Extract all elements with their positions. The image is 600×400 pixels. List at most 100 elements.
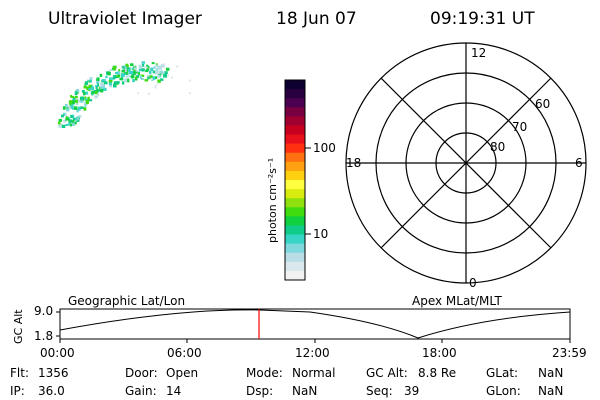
aurora-pixel <box>141 61 146 64</box>
aurora-pixel <box>146 64 149 67</box>
aurora-pixel <box>109 83 112 88</box>
glon-value: NaN <box>538 384 564 398</box>
aurora-pixel <box>86 79 90 83</box>
colorbar-band <box>285 89 305 99</box>
colorbar-band <box>285 234 305 245</box>
seq-label: Seq: <box>366 384 393 398</box>
mlt-label-18: 18 <box>346 156 362 170</box>
strip-left-title: Geographic Lat/Lon <box>68 294 186 308</box>
aurora-pixel <box>154 70 159 75</box>
aurora-pixel <box>72 120 75 123</box>
aurora-pixel <box>94 95 98 99</box>
aurora-pixel <box>189 92 192 95</box>
colorbar-band <box>285 270 305 281</box>
time-label: 09:19:31 UT <box>430 9 535 29</box>
seq-value: 39 <box>404 384 420 398</box>
aurora-pixel <box>150 67 154 72</box>
aurora-pixel <box>80 96 85 101</box>
colorbar-band <box>285 134 305 145</box>
aurora-pixel <box>75 99 79 103</box>
aurora-pixel <box>125 80 129 83</box>
colorbar-band <box>285 243 305 254</box>
aurora-pixel <box>73 97 76 100</box>
strip-x-ticks <box>59 339 571 343</box>
flt-label: Flt: <box>10 366 29 380</box>
aurora-pixel <box>83 91 86 96</box>
aurora-pixel <box>62 106 66 110</box>
aurora-pixel <box>77 100 81 103</box>
aurora-pixel <box>102 87 107 91</box>
aurora-pixel <box>96 77 100 81</box>
aurora-pixel <box>113 83 117 88</box>
colorbar-band <box>285 216 305 226</box>
colorbar-band <box>285 170 305 181</box>
door-value: Open <box>166 366 199 380</box>
aurora-pixel <box>131 67 134 71</box>
aurora-pixel <box>112 65 117 70</box>
aurora-pixel <box>102 84 105 89</box>
aurora-pixel <box>133 67 136 72</box>
colorbar-band <box>285 125 305 135</box>
aurora-pixel <box>163 63 165 66</box>
aurora-pixel <box>113 81 118 84</box>
aurora-pixel <box>84 91 89 95</box>
aurora-pixel <box>157 65 162 70</box>
altitude-curve <box>59 309 571 339</box>
aurora-pixel <box>79 99 84 103</box>
aurora-pixel <box>86 86 90 91</box>
gc-alt-value: 8.8 Re <box>418 366 457 380</box>
instrument-title: Ultraviolet Imager <box>48 9 202 29</box>
aurora-pixel <box>66 116 69 119</box>
aurora-pixel <box>108 81 112 86</box>
aurora-pixel <box>140 74 145 77</box>
aurora-pixel <box>133 67 138 70</box>
aurora-pixel <box>161 71 165 75</box>
aurora-pixel <box>65 123 69 127</box>
aurora-pixel <box>96 81 99 85</box>
flt-value: 1356 <box>38 366 69 380</box>
aurora-pixel <box>89 77 93 80</box>
door-label: Door: <box>125 366 158 380</box>
aurora-pixel <box>88 84 93 89</box>
aurora-pixel <box>91 85 94 90</box>
aurora-pixel <box>112 75 117 79</box>
aurora-pixel <box>151 62 155 65</box>
aurora-pixel <box>66 117 70 121</box>
colorbar-band <box>285 252 305 263</box>
aurora-pixel <box>156 82 159 85</box>
colorbar-band <box>285 98 305 108</box>
strip-frame <box>59 308 571 340</box>
aurora-pixel <box>141 77 144 81</box>
aurora-pixel <box>70 95 75 99</box>
ip-label: IP: <box>10 384 25 398</box>
aurora-pixel <box>132 79 135 83</box>
aurora-pixel <box>97 83 100 87</box>
aurora-pixel <box>74 106 78 110</box>
aurora-pixel <box>60 123 63 126</box>
aurora-pixel <box>95 86 98 90</box>
aurora-pixel <box>76 109 79 113</box>
aurora-pixel <box>141 68 145 72</box>
aurora-pixel <box>105 75 108 79</box>
aurora-pixel <box>74 91 78 96</box>
glat-value: NaN <box>538 366 564 380</box>
mlt-label-0: 0 <box>469 276 477 290</box>
aurora-pixel <box>125 63 129 67</box>
aurora-pixel <box>155 64 159 68</box>
aurora-pixel <box>160 70 163 74</box>
aurora-pixel <box>135 73 138 76</box>
dsp-label: Dsp: <box>246 384 274 398</box>
aurora-pixel <box>65 104 68 107</box>
aurora-pixel <box>115 72 119 75</box>
aurora-pixel <box>121 73 125 77</box>
aurora-pixel <box>165 67 170 71</box>
aurora-pixel <box>83 107 87 111</box>
aurora-pixel <box>126 69 131 73</box>
aurora-pixel <box>147 92 150 95</box>
xtick-label-0600: 06:00 <box>167 346 202 360</box>
aurora-pixel <box>84 104 87 107</box>
colorbar-tick-label-10: 10 <box>313 227 329 241</box>
aurora-pixel <box>79 106 84 109</box>
